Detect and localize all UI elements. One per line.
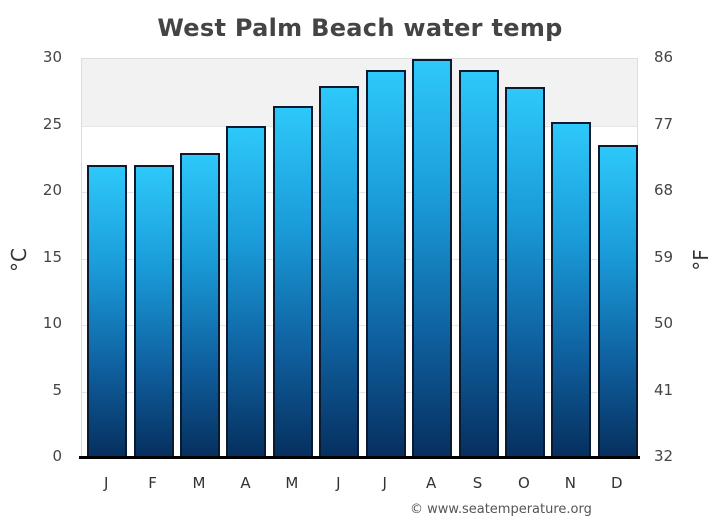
chart-title: West Palm Beach water temp — [157, 14, 563, 42]
y-tick-label-left: 20 — [42, 181, 62, 199]
bar — [87, 165, 128, 458]
y-tick-label-right: 59 — [654, 247, 674, 266]
x-tick-label: O — [518, 474, 530, 492]
y-tick-label-right: 41 — [654, 380, 674, 399]
gridline — [82, 258, 637, 260]
y-tick-label-right: 77 — [654, 114, 674, 133]
y-tick-label-right: 86 — [654, 48, 674, 66]
x-tick-label: M — [285, 474, 299, 492]
x-tick-label: A — [425, 474, 437, 492]
bar — [412, 59, 453, 458]
x-tick-label: J — [336, 474, 341, 492]
bar — [272, 105, 313, 458]
x-tick-label: J — [382, 474, 387, 492]
gridline — [82, 325, 637, 326]
bar — [458, 69, 499, 458]
y-tick-label-left: 25 — [42, 114, 62, 133]
x-tick-label: D — [611, 474, 623, 492]
y-tick-label-right: 32 — [654, 447, 674, 465]
x-tick-label: F — [148, 474, 157, 492]
bar — [551, 121, 592, 458]
x-tick-label: A — [240, 474, 251, 492]
y-tick-label-left: 15 — [42, 247, 62, 266]
x-axis-line — [79, 456, 640, 459]
gridline — [82, 192, 637, 193]
x-tick-label: J — [103, 474, 109, 492]
bar — [180, 153, 221, 458]
bar — [319, 85, 360, 458]
y-tick-label-left: 30 — [42, 48, 62, 66]
y-tick-label-left: 5 — [52, 380, 62, 399]
y-tick-label-left: 0 — [52, 447, 62, 465]
y-tick-label-right: 68 — [654, 181, 674, 199]
bar — [504, 86, 545, 458]
bar — [226, 125, 267, 458]
bar — [133, 165, 174, 458]
x-tick-label: S — [472, 474, 483, 492]
gridline — [82, 391, 637, 393]
x-tick-label: N — [564, 474, 576, 492]
credit-text: © www.seatemperature.org — [410, 502, 592, 517]
plot-area — [81, 58, 638, 458]
bar — [597, 145, 638, 458]
bar — [365, 69, 406, 458]
y-tick-label-left: 10 — [42, 314, 62, 332]
gridline — [82, 125, 637, 127]
y-tick-label-right: 50 — [654, 314, 674, 332]
shaded-band — [82, 59, 637, 126]
x-tick-label: M — [192, 474, 206, 492]
